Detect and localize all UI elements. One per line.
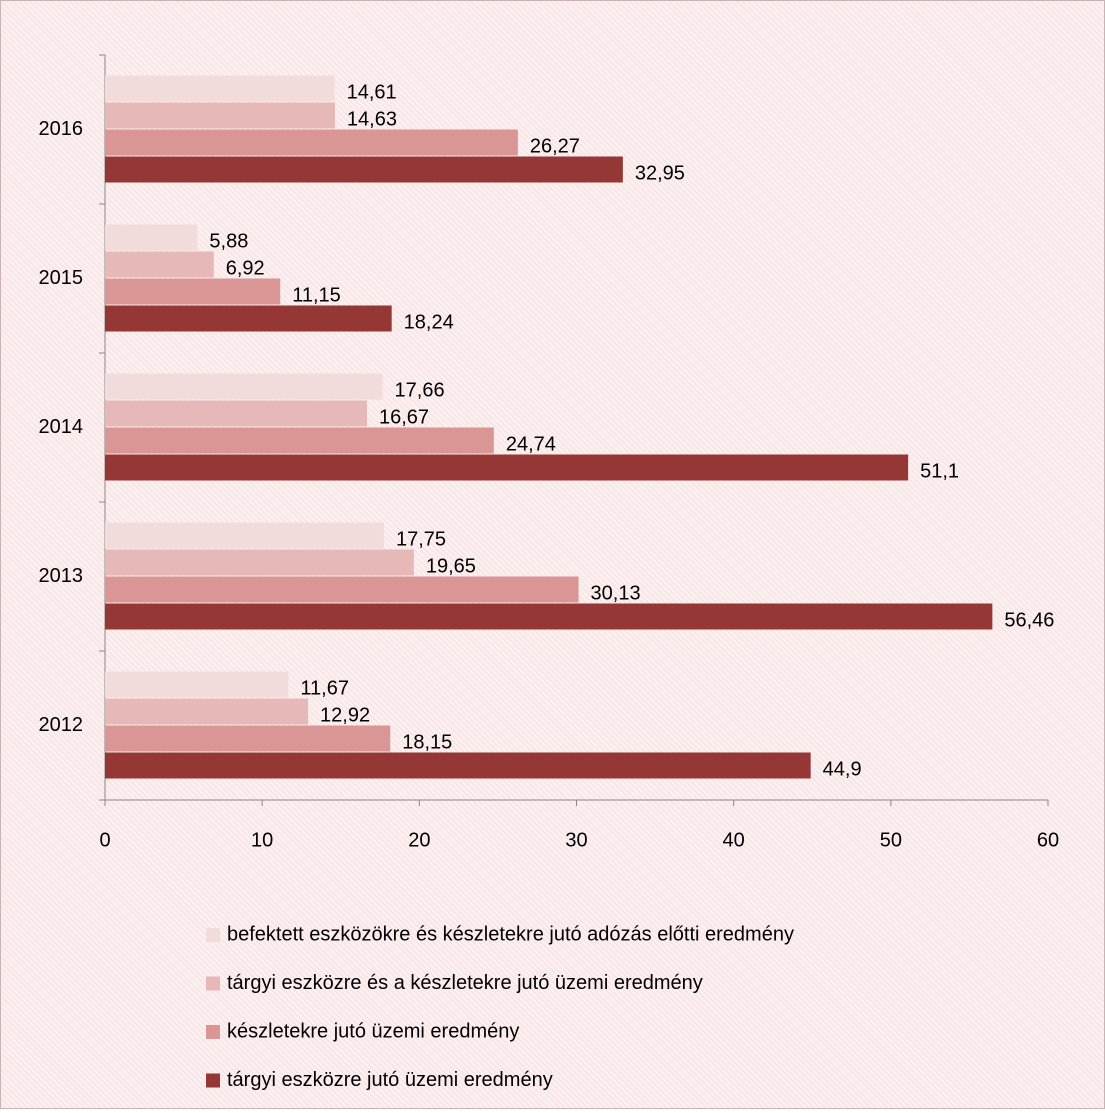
y-tick-label: 2013 — [39, 565, 84, 587]
legend-label: tárgyi eszközre és a készletekre jutó üz… — [227, 972, 703, 994]
value-label: 26,27 — [530, 135, 580, 157]
x-tick-label: 0 — [99, 829, 110, 851]
y-tick-label: 2016 — [39, 118, 84, 140]
legend-swatch — [206, 928, 220, 942]
bar — [105, 522, 384, 549]
value-label: 11,15 — [292, 284, 341, 306]
value-label: 19,65 — [426, 555, 476, 577]
legend-label: készletekre jutó üzemi eredmény — [227, 1020, 519, 1042]
bar — [105, 305, 392, 332]
bar — [105, 102, 335, 129]
legend-label: befektett eszközökre és készletekre jutó… — [227, 923, 794, 945]
legend-swatch — [206, 1025, 220, 1039]
bar — [105, 454, 909, 481]
value-label: 30,13 — [591, 582, 641, 604]
value-label: 12,92 — [320, 704, 370, 726]
value-label: 11,67 — [300, 677, 349, 699]
legend-label: tárgyi eszközre jutó üzemi eredmény — [227, 1069, 553, 1091]
y-tick-label: 2014 — [39, 416, 84, 438]
value-label: 6,92 — [226, 257, 265, 279]
bar — [105, 603, 993, 630]
bar — [105, 671, 289, 698]
value-label: 16,67 — [379, 406, 429, 428]
bar — [105, 427, 494, 454]
x-tick-label: 40 — [723, 829, 745, 851]
value-label: 17,66 — [395, 379, 445, 401]
x-tick-label: 30 — [565, 829, 587, 851]
bar — [105, 549, 414, 576]
bar — [105, 752, 811, 779]
bar — [105, 576, 579, 603]
bar — [105, 400, 367, 427]
value-label: 5,88 — [209, 230, 248, 252]
bar — [105, 725, 391, 752]
value-label: 32,95 — [635, 162, 685, 184]
y-tick-label: 2015 — [39, 267, 84, 289]
value-label: 18,15 — [402, 731, 452, 753]
bar — [105, 75, 335, 102]
bar — [105, 156, 623, 183]
value-label: 14,63 — [347, 108, 397, 130]
y-tick-label: 2012 — [39, 714, 84, 736]
value-label: 14,61 — [347, 81, 397, 103]
legend-swatch — [206, 1073, 220, 1088]
bar — [105, 373, 383, 400]
legend-swatch — [206, 976, 220, 991]
bar — [105, 129, 518, 156]
value-label: 56,46 — [1004, 609, 1054, 631]
x-tick-label: 10 — [251, 829, 273, 851]
bar — [105, 251, 214, 278]
bar — [105, 698, 309, 725]
x-tick-label: 60 — [1037, 829, 1059, 851]
bar — [105, 224, 198, 251]
value-label: 44,9 — [823, 758, 862, 780]
x-tick-label: 50 — [880, 829, 902, 851]
bar — [105, 278, 281, 305]
value-label: 17,75 — [396, 528, 446, 550]
value-label: 51,1 — [920, 460, 959, 482]
x-tick-label: 20 — [408, 829, 430, 851]
value-label: 24,74 — [506, 433, 556, 455]
value-label: 18,24 — [404, 311, 454, 333]
